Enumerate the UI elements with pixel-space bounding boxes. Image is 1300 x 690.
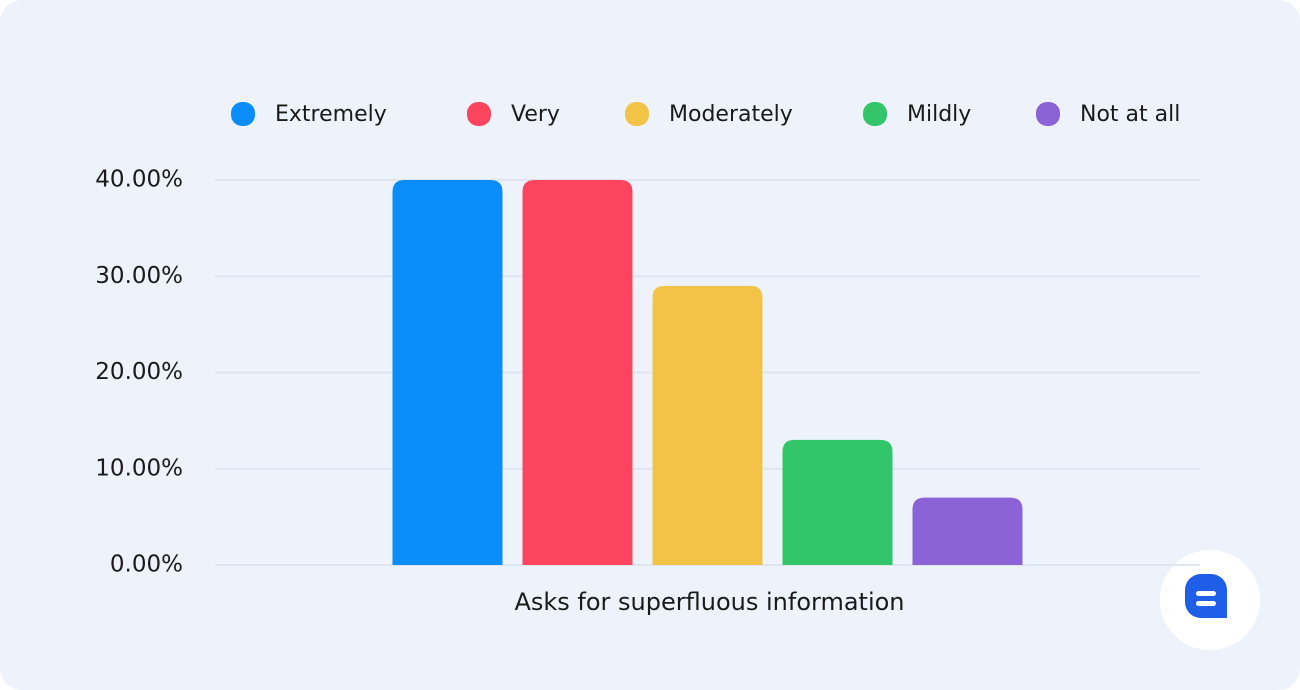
logo [1160,550,1260,650]
legend-label: Very [511,102,560,127]
x-tick-label: Asks for superfluous information [514,588,904,616]
bar [392,180,503,565]
bar [522,180,633,565]
legend-label: Moderately [669,102,793,127]
legend-swatch [863,102,887,126]
legend-label: Extremely [275,102,387,127]
y-tick-label: 30.00% [95,263,183,289]
y-tick-label: 0.00% [110,552,183,578]
y-tick-label: 10.00% [95,455,183,481]
legend-label: Mildly [907,102,971,127]
y-tick-label: 40.00% [95,167,183,193]
bar [652,285,763,565]
bar [782,439,893,565]
legend-swatch [1036,102,1060,126]
legend-swatch [467,102,491,126]
legend-swatch [625,102,649,126]
legend-label: Not at all [1080,102,1180,127]
legend-swatch [231,102,255,126]
y-tick-label: 20.00% [95,359,183,385]
bar [912,497,1023,565]
